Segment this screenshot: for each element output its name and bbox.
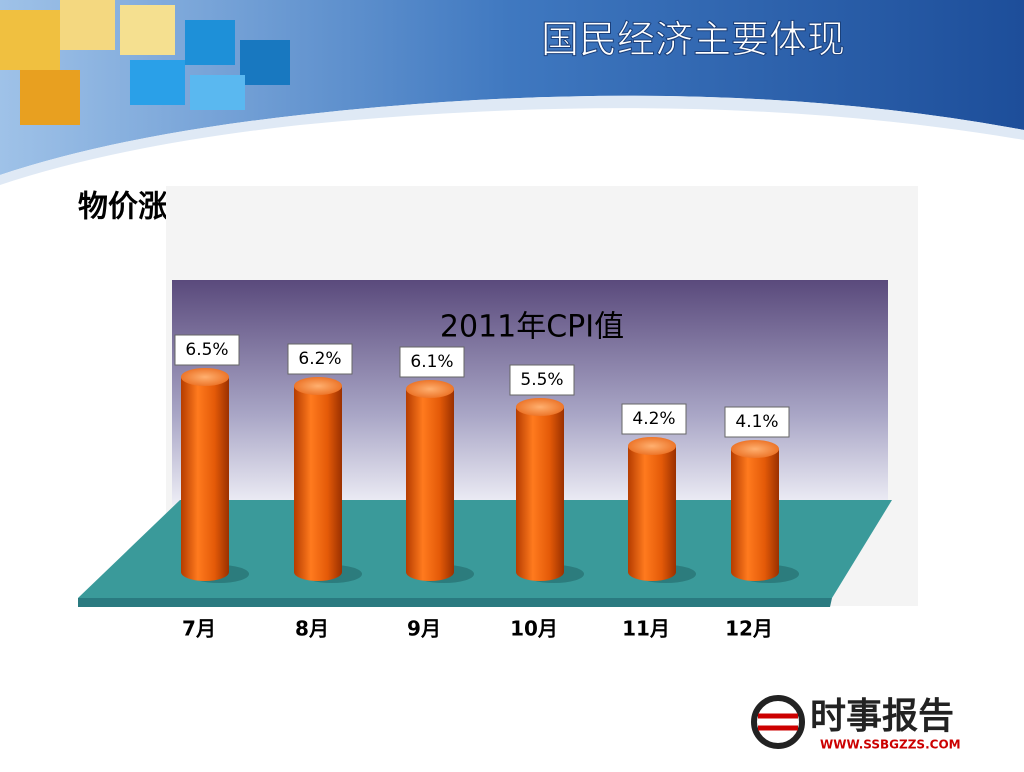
value-label-box xyxy=(399,346,465,378)
value-label: 6.1% xyxy=(410,352,453,372)
bar xyxy=(181,368,249,583)
x-tick-label: 10月 xyxy=(510,617,558,641)
bar-body xyxy=(294,386,342,581)
bar-top xyxy=(406,380,454,398)
bar-body xyxy=(181,377,229,581)
value-label-box xyxy=(509,364,575,396)
bar-top xyxy=(516,398,564,416)
chart-title: 2011年CPI值 xyxy=(440,310,624,345)
value-label-box xyxy=(174,334,240,366)
bar xyxy=(516,398,584,583)
value-label-box xyxy=(621,403,687,435)
value-label: 4.2% xyxy=(632,409,675,429)
bar-top xyxy=(181,368,229,386)
x-tick-label: 11月 xyxy=(622,617,670,641)
value-label-box xyxy=(287,343,353,375)
chart-floor-edge xyxy=(78,598,832,607)
bar-top xyxy=(294,377,342,395)
value-label: 6.2% xyxy=(298,349,341,369)
bar-body xyxy=(731,449,779,581)
x-tick-label: 9月 xyxy=(407,617,441,641)
bar-body xyxy=(406,389,454,581)
logo-text: 时事报告 xyxy=(810,696,954,737)
bar-body xyxy=(628,446,676,581)
cube-decoration xyxy=(0,0,290,125)
x-tick-label: 7月 xyxy=(182,617,216,641)
bar-body xyxy=(516,407,564,581)
logo-url: WWW.SSBGZZS.COM xyxy=(820,738,961,752)
value-label: 5.5% xyxy=(520,370,563,390)
value-label-box xyxy=(724,406,790,438)
bar xyxy=(294,377,362,583)
logo: 时事报告 WWW.SSBGZZS.COM xyxy=(751,695,961,752)
x-tick-label: 12月 xyxy=(725,617,773,641)
bar xyxy=(628,437,696,583)
value-label: 6.5% xyxy=(185,340,228,360)
slide-title: 国民经济主要体现 xyxy=(541,18,845,62)
bar-top xyxy=(628,437,676,455)
x-tick-label: 8月 xyxy=(295,617,329,641)
value-label: 4.1% xyxy=(735,412,778,432)
bars: 6.5% 7月 6.2% 8月 6.1% 9月 5.5% 10月 4.2% 11月 4.1% 12月 xyxy=(174,334,799,641)
bar xyxy=(406,380,474,583)
bar xyxy=(731,440,799,583)
bar-top xyxy=(731,440,779,458)
